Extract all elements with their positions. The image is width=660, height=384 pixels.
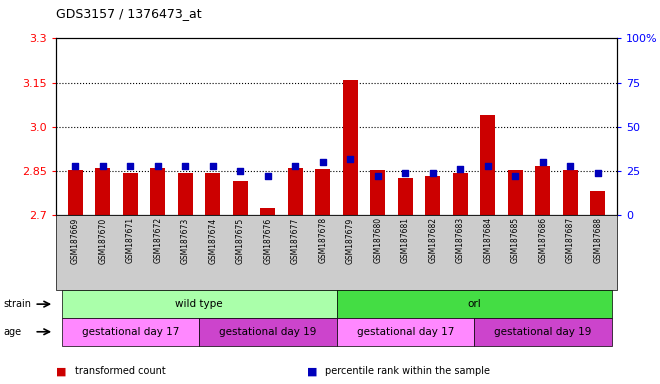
Bar — [260, 208, 275, 215]
Text: GSM187682: GSM187682 — [428, 217, 438, 263]
Point — [565, 163, 576, 169]
Text: age: age — [3, 327, 21, 337]
Point — [180, 163, 191, 169]
Bar — [535, 166, 550, 215]
Point — [152, 163, 163, 169]
Text: GSM187670: GSM187670 — [98, 217, 108, 263]
Text: GSM187672: GSM187672 — [153, 217, 162, 263]
Text: ■: ■ — [56, 366, 67, 376]
Bar — [425, 175, 440, 215]
Point — [482, 163, 493, 169]
Bar — [453, 173, 468, 215]
Point — [455, 166, 465, 172]
Text: gestational day 19: gestational day 19 — [494, 327, 591, 337]
Bar — [205, 173, 220, 215]
Text: GSM187686: GSM187686 — [539, 217, 547, 263]
Text: GSM187687: GSM187687 — [566, 217, 575, 263]
Text: gestational day 17: gestational day 17 — [82, 327, 179, 337]
Text: GSM187680: GSM187680 — [374, 217, 382, 263]
Text: GSM187675: GSM187675 — [236, 217, 245, 263]
Point — [345, 156, 356, 162]
Text: GSM187669: GSM187669 — [71, 217, 80, 263]
Bar — [398, 178, 413, 215]
Point — [428, 170, 438, 176]
Bar — [370, 170, 385, 215]
Text: ■: ■ — [307, 366, 317, 376]
Point — [125, 163, 136, 169]
Point — [593, 170, 603, 176]
Point — [207, 163, 218, 169]
Bar — [123, 173, 138, 215]
Text: GSM187684: GSM187684 — [483, 217, 492, 263]
Bar — [508, 170, 523, 215]
Bar — [233, 182, 248, 215]
Text: strain: strain — [3, 299, 31, 309]
Point — [317, 159, 328, 166]
Bar — [563, 170, 578, 215]
Bar — [178, 173, 193, 215]
Bar — [68, 170, 83, 215]
Text: GSM187685: GSM187685 — [511, 217, 520, 263]
Point — [235, 168, 246, 174]
Bar — [95, 168, 110, 215]
Text: gestational day 19: gestational day 19 — [219, 327, 317, 337]
Bar — [343, 80, 358, 215]
Text: GSM187671: GSM187671 — [126, 217, 135, 263]
Point — [263, 174, 273, 180]
Bar — [288, 168, 303, 215]
Point — [290, 163, 300, 169]
Bar — [590, 191, 605, 215]
Text: gestational day 17: gestational day 17 — [356, 327, 454, 337]
Text: GSM187674: GSM187674 — [209, 217, 217, 263]
Text: GSM187678: GSM187678 — [318, 217, 327, 263]
Text: wild type: wild type — [176, 299, 223, 309]
Text: GSM187683: GSM187683 — [456, 217, 465, 263]
Bar — [315, 169, 331, 215]
Point — [510, 174, 521, 180]
Text: GSM187676: GSM187676 — [263, 217, 273, 263]
Text: GSM187681: GSM187681 — [401, 217, 410, 263]
Text: GSM187679: GSM187679 — [346, 217, 355, 263]
Bar — [480, 115, 496, 215]
Point — [400, 170, 411, 176]
Text: GSM187677: GSM187677 — [291, 217, 300, 263]
Point — [372, 174, 383, 180]
Point — [70, 163, 81, 169]
Text: percentile rank within the sample: percentile rank within the sample — [325, 366, 490, 376]
Point — [537, 159, 548, 166]
Point — [98, 163, 108, 169]
Text: transformed count: transformed count — [75, 366, 165, 376]
Text: orl: orl — [467, 299, 481, 309]
Text: GDS3157 / 1376473_at: GDS3157 / 1376473_at — [56, 7, 202, 20]
Text: GSM187688: GSM187688 — [593, 217, 603, 263]
Bar — [150, 168, 166, 215]
Text: GSM187673: GSM187673 — [181, 217, 190, 263]
